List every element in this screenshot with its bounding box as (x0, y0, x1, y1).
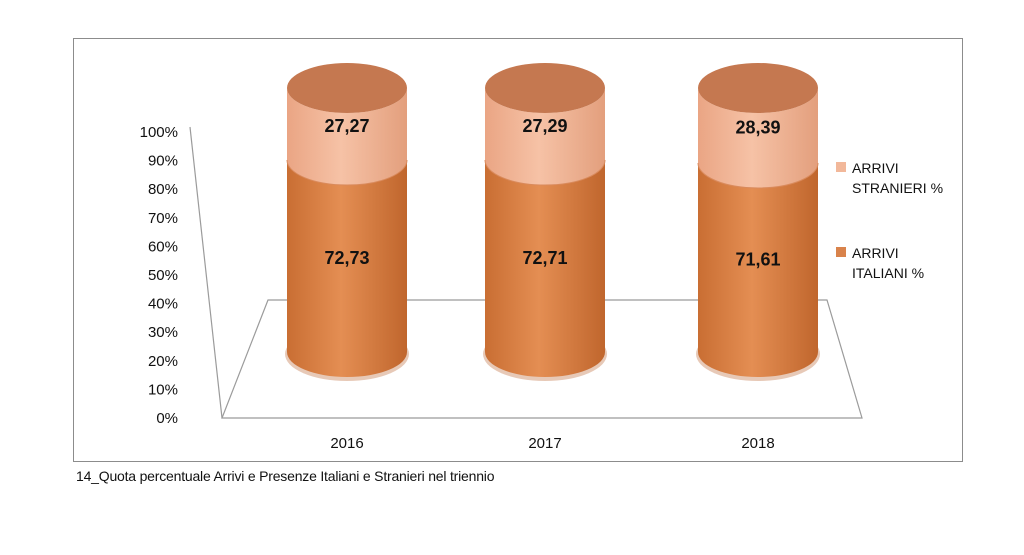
data-label-stranieri: 27,29 (522, 116, 567, 136)
bar-split-edge (286, 159, 408, 186)
legend-label: ARRIVI (852, 160, 899, 176)
bar-stranieri-2016 (287, 88, 407, 185)
bar-italiani-2016 (287, 159, 407, 377)
x-tick-label: 2017 (528, 435, 561, 452)
bars (285, 63, 820, 381)
data-label-italiani: 71,61 (735, 249, 780, 269)
y-tick-label: 20% (148, 353, 178, 370)
bar-stranieri-2017 (485, 88, 605, 186)
y-tick-label: 100% (140, 124, 178, 141)
figure-caption: 14_Quota percentuale Arrivi e Presenze I… (76, 468, 495, 484)
y-tick-label: 90% (148, 153, 178, 170)
data-label-stranieri: 28,39 (735, 117, 780, 137)
bar-split-edge (484, 160, 606, 186)
y-tick-label: 10% (148, 381, 178, 398)
y-tick-label: 0% (156, 410, 178, 427)
bar-italiani-2017 (485, 160, 605, 377)
legend-label: ARRIVI (852, 245, 899, 261)
data-label-stranieri: 27,27 (324, 116, 369, 136)
chart-frame (73, 38, 963, 462)
y-tick-label: 60% (148, 238, 178, 255)
legend-swatch (836, 247, 846, 257)
y-tick-label: 50% (148, 267, 178, 284)
bar-top-2016 (287, 63, 407, 113)
y-tick-label: 30% (148, 324, 178, 341)
y-tick-label: 40% (148, 296, 178, 313)
data-label-italiani: 72,73 (324, 248, 369, 268)
legend-label: STRANIERI % (852, 180, 943, 196)
y-tick-label: 80% (148, 181, 178, 198)
bar-stranieri-2018 (698, 88, 818, 188)
bar-split-edge (697, 162, 819, 189)
legend-swatch (836, 162, 846, 172)
data-label-italiani: 72,71 (522, 248, 567, 268)
legend-label: ITALIANI % (852, 265, 924, 281)
legend: ARRIVI STRANIERI % ARRIVI ITALIANI % (836, 160, 943, 281)
y-tick-label: 70% (148, 210, 178, 227)
bar-italiani-2018 (698, 162, 818, 377)
x-tick-label: 2018 (741, 435, 774, 452)
x-tick-label: 2016 (330, 435, 363, 452)
bar-top-2017 (485, 63, 605, 113)
wall-edge (189, 126, 223, 419)
data-labels: 27,27 72,73 27,29 72,71 28,39 71,61 (324, 116, 780, 269)
y-axis: 0% 10% 20% 30% 40% 50% 60% 70% 80% 90% 100% 2016 201… (140, 124, 775, 452)
bar-top-2018 (698, 63, 818, 113)
